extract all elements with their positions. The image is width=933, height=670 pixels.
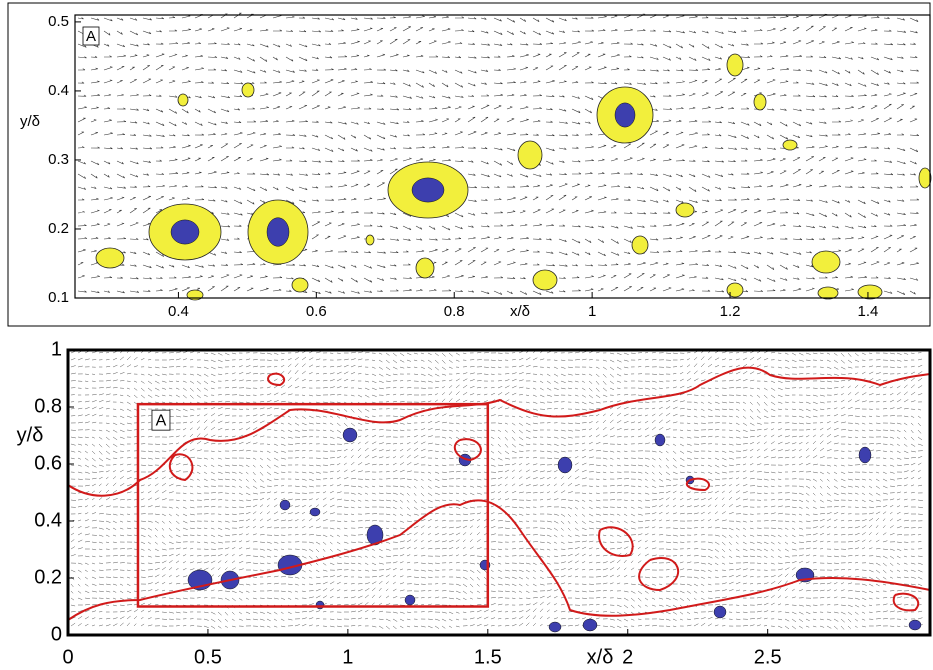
y-tick-label: 0.3 (48, 151, 69, 168)
x-tick-label: 1 (588, 303, 596, 320)
y-tick-label: 0.2 (48, 220, 69, 237)
vortex-core (582, 618, 598, 632)
vortex-outline (817, 286, 839, 300)
vortex-core (614, 102, 636, 128)
vortex-core (366, 524, 384, 546)
y-tick-label: 0.8 (34, 395, 62, 417)
y-tick-label: 0.4 (48, 82, 69, 99)
vortex-core (548, 621, 562, 633)
vortex-outline (95, 247, 125, 269)
vortex-core (654, 433, 666, 447)
vortex-outline (517, 140, 543, 170)
vortex-core (713, 605, 727, 619)
vortex-core (858, 446, 872, 464)
region-box (136, 402, 490, 608)
vortex-outline (532, 269, 558, 291)
x-tick-label: 1.2 (720, 303, 741, 320)
vortex-core (309, 507, 321, 517)
y-tick-label: 0.4 (34, 509, 62, 531)
x-tick-label: 2.5 (754, 646, 782, 668)
vortex-core (557, 456, 573, 474)
y-axis-label: y/δ (17, 424, 44, 446)
x-tick-label: 0.6 (306, 303, 327, 320)
x-tick-label: 0.5 (194, 646, 222, 668)
x-tick-label: 2 (622, 646, 633, 668)
plot-frame (74, 14, 931, 299)
x-axis-label: x/δ (510, 303, 530, 320)
vortex-outline (918, 167, 932, 189)
vortex-outline (631, 235, 649, 255)
vortex-outline (365, 234, 375, 246)
contour (67, 366, 931, 621)
vortex-core (411, 177, 445, 203)
vortex-outline (811, 250, 841, 274)
region-label-box (151, 409, 171, 431)
vortex-core (404, 594, 416, 606)
y-tick-label: 0.2 (34, 566, 62, 588)
vortex-outline (726, 282, 744, 298)
panel-label: A (86, 28, 96, 45)
vector-field (70, 349, 923, 630)
x-axis-label: x/δ (587, 646, 614, 668)
y-tick-label: 0.6 (34, 452, 62, 474)
x-tick-label: 1 (342, 646, 353, 668)
vortex-outline (415, 257, 435, 279)
plot-frame (66, 348, 932, 637)
vortex-core (315, 600, 325, 610)
x-tick-label: 0.4 (168, 303, 189, 320)
vortex-core (266, 217, 290, 247)
y-axis-label: y/δ (20, 113, 40, 130)
panel-label-box (82, 26, 100, 46)
vortex-outline (726, 53, 744, 77)
vortex-outline (241, 82, 255, 98)
y-tick-label: 0 (51, 623, 62, 645)
vortex-outline (177, 93, 189, 107)
vortex-core (342, 427, 358, 443)
x-tick-label: 0 (62, 646, 73, 668)
vortex-outline (753, 93, 767, 111)
y-tick-label: 1 (51, 338, 62, 360)
x-tick-label: 1.4 (858, 303, 879, 320)
vortex-core (170, 219, 200, 245)
region-label: A (156, 412, 167, 429)
vortex-core (279, 499, 291, 511)
y-tick-label: 0.1 (48, 289, 69, 306)
x-tick-label: 1.5 (474, 646, 502, 668)
vortex-outline (291, 277, 309, 293)
vortex-core (908, 619, 922, 631)
vortex-outline (782, 139, 798, 151)
y-tick-label: 0.5 (48, 13, 69, 30)
x-tick-label: 0.8 (444, 303, 465, 320)
vortex-outline (857, 284, 883, 300)
vortex-outline (675, 202, 695, 218)
